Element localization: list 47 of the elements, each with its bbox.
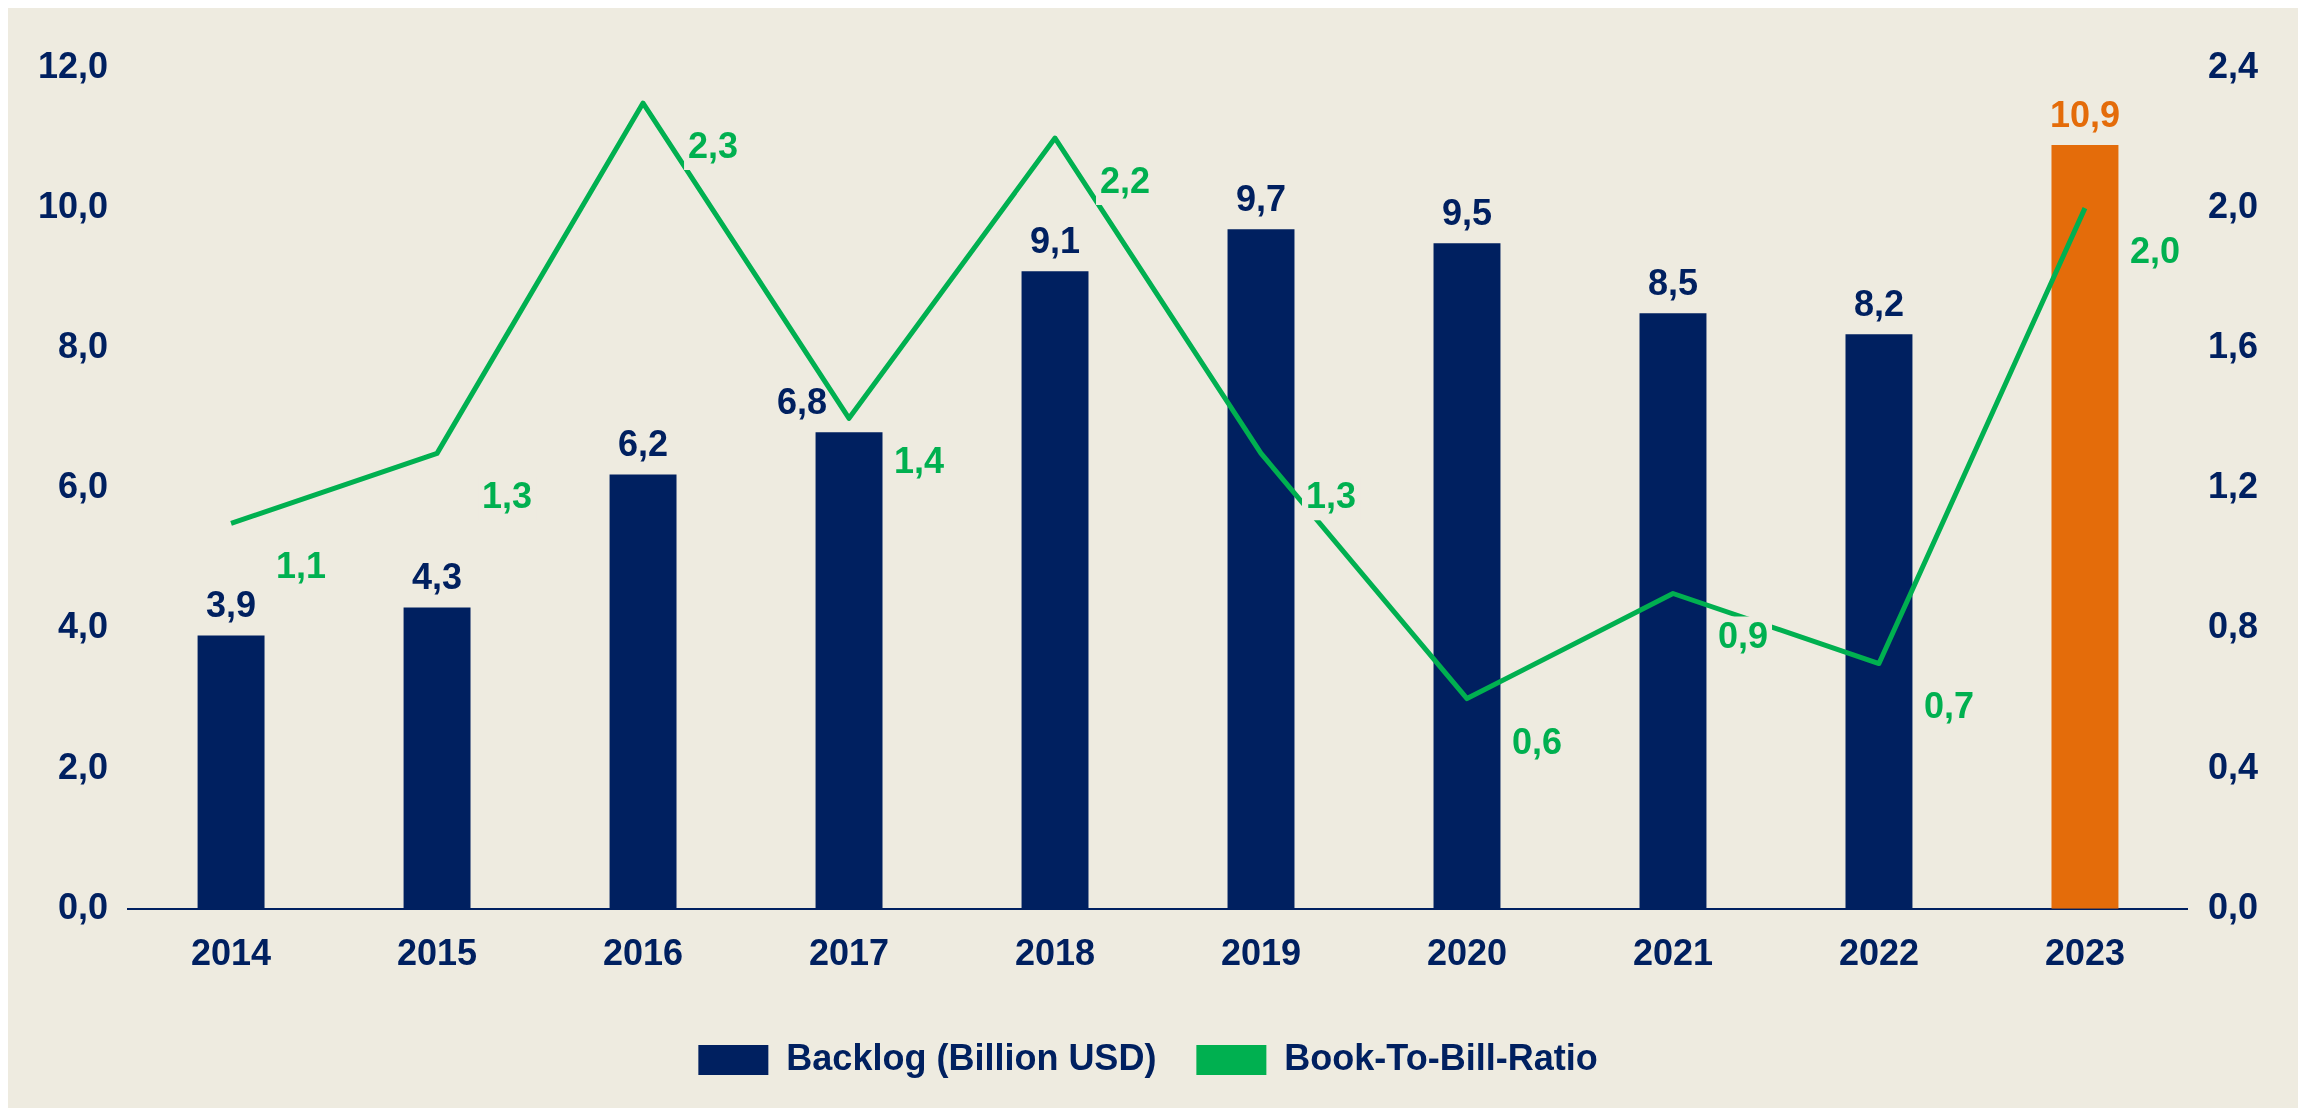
y-tick-label: 8,0 <box>58 325 109 367</box>
data-label: 2,2 <box>1100 159 1151 201</box>
y2-tick-label: 2,0 <box>2207 185 2258 227</box>
data-label: 2,0 <box>2129 230 2181 272</box>
x-tick-label: 2023 <box>2044 932 2126 974</box>
x-tick-label: 2014 <box>191 932 272 974</box>
y2-tick-label: 0,8 <box>2207 605 2258 647</box>
x-tick-label: 2022 <box>1838 932 1920 974</box>
data-label: 6,8 <box>776 381 828 423</box>
y2-tick-label: 2,4 <box>2207 44 2258 86</box>
y-tick-label: 12,0 <box>37 44 109 86</box>
data-label: 1,3 <box>1306 475 1357 517</box>
data-label: 0,6 <box>1511 720 1563 762</box>
y-tick-label: 0,0 <box>58 885 109 927</box>
x-tick-label: 2021 <box>1632 932 1714 974</box>
y-tick-label: 2,0 <box>58 745 109 787</box>
x-tick-label: 2019 <box>1220 932 1302 974</box>
data-label: 2,3 <box>688 124 739 166</box>
data-label: 0,7 <box>1923 685 1975 727</box>
data-label: 8,5 <box>1647 262 1699 304</box>
y2-tick-label: 1,2 <box>2207 465 2258 507</box>
data-label: 1,4 <box>894 440 945 482</box>
x-tick-label: 2015 <box>397 932 478 974</box>
data-label: 9,7 <box>1235 178 1287 220</box>
y2-tick-label: 0,4 <box>2207 745 2258 787</box>
data-label: 3,9 <box>206 584 257 626</box>
data-label: 9,1 <box>1029 220 1081 262</box>
y-tick-label: 4,0 <box>58 605 109 647</box>
x-tick-label: 2020 <box>1426 932 1508 974</box>
y-tick-label: 6,0 <box>58 465 109 507</box>
data-label: 0,9 <box>1717 615 1769 657</box>
data-label: 1,1 <box>276 545 327 587</box>
x-tick-label: 2018 <box>1014 932 1096 974</box>
x-tick-label: 2016 <box>602 932 684 974</box>
x-tick-label: 2017 <box>808 932 890 974</box>
bar <box>2051 145 2119 909</box>
data-label: 6,2 <box>618 423 669 465</box>
data-label: 8,2 <box>1853 283 1904 325</box>
data-label: 10,9 <box>2049 94 2120 135</box>
data-label: 1,3 <box>482 475 533 517</box>
y2-tick-label: 0,0 <box>2207 885 2258 927</box>
legend-label: Book-To-Bill-Ratio <box>1284 1036 1598 1078</box>
data-label: 9,5 <box>1441 192 1493 234</box>
data-label: 4,3 <box>412 556 463 598</box>
y2-tick-label: 1,6 <box>2207 325 2258 367</box>
legend-label: Backlog (Billion USD) <box>786 1036 1157 1078</box>
y-tick-label: 10,0 <box>37 185 109 227</box>
